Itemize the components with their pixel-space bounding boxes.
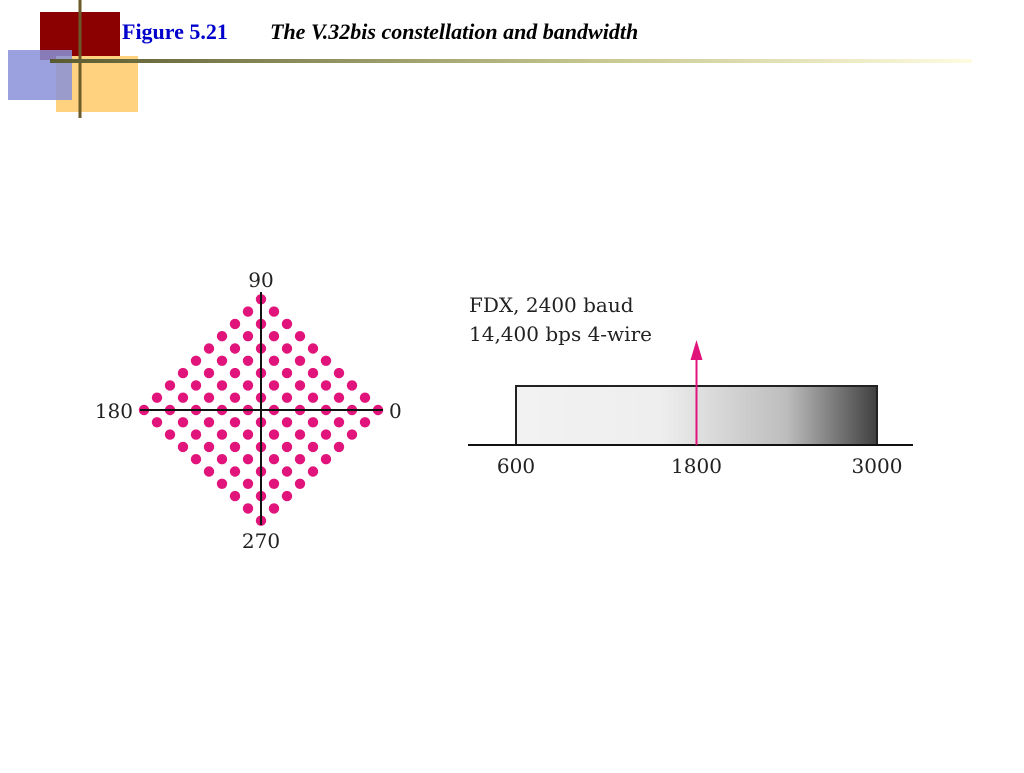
constellation-point [229,367,241,379]
constellation-point [177,417,189,428]
figure-number: Figure 5.21 [122,19,228,44]
constellation-point [216,429,228,440]
constellation-point [229,343,241,354]
constellation-point [203,392,215,403]
constellation-point [307,466,319,477]
constellation-point [177,392,189,403]
constellation-point [307,441,319,453]
constellation-point [242,331,254,342]
constellation-point [294,355,306,366]
tick-label: 1800 [671,454,722,478]
label-270: 270 [242,529,280,553]
constellation-point [333,417,345,428]
constellation-point [216,355,228,366]
constellation-point [203,417,215,428]
constellation-point [320,454,332,465]
label-180: 180 [95,399,133,423]
constellation-point [229,441,241,453]
constellation-point [333,392,345,403]
constellation-point [268,478,280,489]
tick-label: 3000 [852,454,903,478]
constellation-point [151,392,163,403]
constellation-point [216,454,228,465]
constellation-point [190,380,202,391]
constellation-point [229,392,241,403]
constellation-point [229,417,241,428]
label-0: 0 [389,399,402,423]
constellation-point [281,466,293,477]
constellation-point [164,429,176,440]
tick-label: 600 [497,454,535,478]
constellation-point [151,417,163,428]
constellation-point [359,392,371,403]
constellation-point [320,429,332,440]
constellation-point [268,331,280,342]
constellation-point [242,306,254,317]
constellation-point [346,380,358,391]
constellation-point [281,343,293,354]
figure-title: The V.32bis constellation and bandwidth [270,19,638,44]
constellation-point [333,367,345,379]
constellation-point [177,441,189,453]
constellation-point [294,331,306,342]
constellation-point [281,392,293,403]
constellation-point [307,392,319,403]
constellation-point [281,490,293,502]
constellation-point [281,441,293,453]
constellation-point [307,367,319,379]
constellation-point [203,441,215,453]
constellation-point [268,380,280,391]
constellation-point [190,429,202,440]
constellation-point [346,429,358,440]
constellation-point [320,355,332,366]
constellation-point [164,380,176,391]
constellation-point [281,417,293,428]
constellation-point [242,355,254,366]
constellation-point [294,380,306,391]
constellation-point [242,503,254,514]
constellation-point [307,343,319,354]
constellation-point [216,478,228,489]
constellation-point [216,331,228,342]
bandwidth: 600 1800 3000 [468,340,913,478]
constellation-point [294,454,306,465]
constellation-point [203,343,215,354]
constellation-point [242,429,254,440]
constellation-point [320,380,332,391]
constellation-point [190,355,202,366]
carrier-head [690,340,703,360]
constellation-point [242,380,254,391]
constellation-point [268,503,280,514]
constellation-point [359,417,371,428]
constellation-point [216,380,228,391]
note-line: 14,400 bps 4-wire [469,322,652,346]
constellation-point [242,478,254,489]
constellation-point [268,429,280,440]
constellation-point [203,367,215,379]
constellation-point [281,367,293,379]
title-underline [50,59,972,63]
constellation-point [294,478,306,489]
constellation [138,294,384,526]
constellation-point [333,441,345,453]
constellation-point [268,355,280,366]
constellation-point [294,429,306,440]
constellation-point [203,466,215,477]
constellation-point [307,417,319,428]
constellation-point [242,454,254,465]
deco-blue [8,50,72,100]
constellation-point [268,306,280,317]
constellation-point [229,490,241,502]
constellation-point [229,318,241,330]
note-line: FDX, 2400 baud [469,293,634,317]
constellation-point [229,466,241,477]
constellation-point [281,318,293,330]
constellation-point [177,367,189,379]
constellation-point [190,454,202,465]
label-90: 90 [248,268,273,292]
constellation-point [268,454,280,465]
